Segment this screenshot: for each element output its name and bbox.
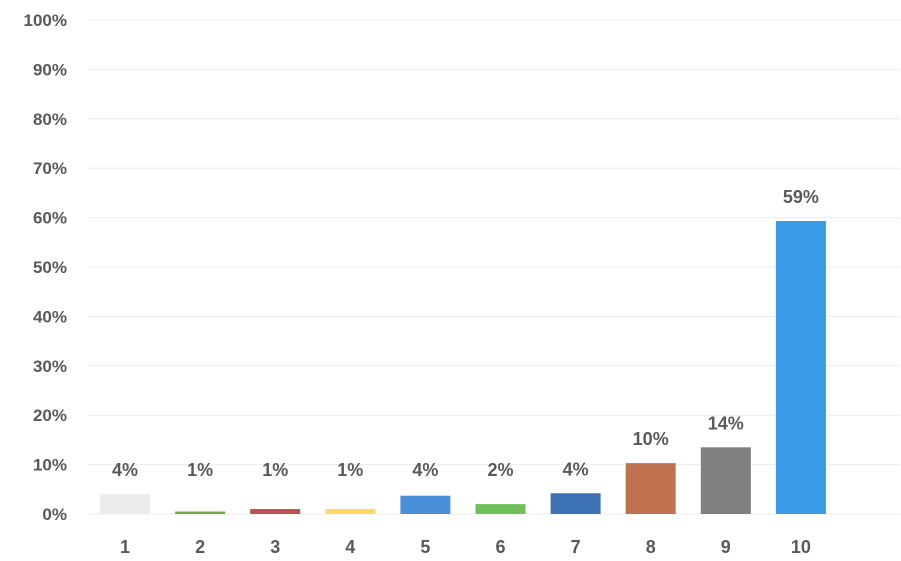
x-tick-label: 3: [270, 537, 280, 557]
y-tick-label: 40%: [33, 307, 67, 326]
bar: [475, 504, 526, 514]
x-tick-label: 10: [791, 537, 811, 557]
x-tick-label: 9: [721, 537, 731, 557]
y-tick-label: 60%: [33, 209, 67, 228]
x-tick-label: 6: [495, 537, 505, 557]
y-tick-label: 20%: [33, 406, 67, 425]
x-tick-label: 1: [120, 537, 130, 557]
gridlines: [88, 19, 900, 515]
bar: [625, 463, 676, 514]
bar: [325, 509, 376, 514]
y-tick-label: 90%: [33, 60, 67, 79]
bar: [175, 511, 226, 514]
x-tick-label: 4: [345, 537, 355, 557]
bar: [775, 221, 826, 515]
y-tick-label: 10%: [33, 456, 67, 475]
x-tick-label: 7: [571, 537, 581, 557]
data-label: 4%: [112, 460, 138, 480]
data-label: 10%: [633, 429, 669, 449]
x-tick-label: 2: [195, 537, 205, 557]
y-tick-label: 30%: [33, 357, 67, 376]
bar: [700, 447, 751, 514]
data-label: 2%: [487, 460, 513, 480]
data-label: 14%: [708, 413, 744, 433]
y-tick-label: 70%: [33, 159, 67, 178]
x-axis-tick-labels: 1 2 3 4 5 6 7 8 9 10: [120, 537, 811, 557]
data-label: 1%: [337, 460, 363, 480]
x-tick-label: 5: [420, 537, 430, 557]
data-label: 59%: [783, 187, 819, 207]
y-tick-label: 0%: [42, 505, 67, 524]
data-label: 4%: [563, 459, 589, 479]
bar: [550, 493, 601, 514]
data-label: 1%: [262, 460, 288, 480]
data-label: 1%: [187, 460, 213, 480]
x-tick-label: 8: [646, 537, 656, 557]
y-tick-label: 100%: [24, 11, 67, 30]
bar: [400, 495, 451, 514]
bar: [250, 509, 301, 514]
y-axis-tick-labels: 0% 10% 20% 30% 40% 50% 60% 70% 80% 90% 100%: [24, 11, 67, 524]
data-labels: 4% 1% 1% 1% 4% 2% 4% 10% 14% 59%: [112, 187, 819, 480]
bars: [100, 221, 826, 515]
y-tick-label: 50%: [33, 258, 67, 277]
y-tick-label: 80%: [33, 110, 67, 129]
bar: [100, 494, 150, 514]
data-label: 4%: [412, 460, 438, 480]
